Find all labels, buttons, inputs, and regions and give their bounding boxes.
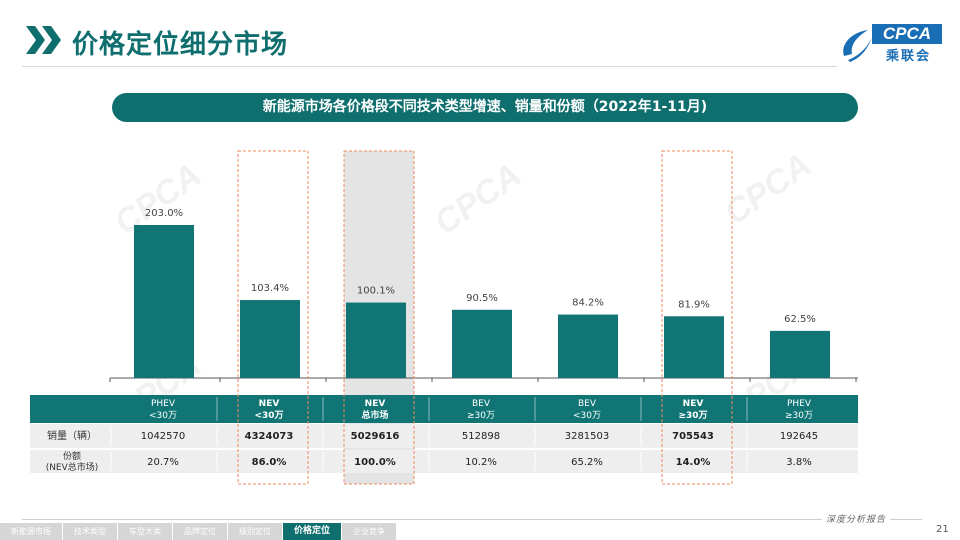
header-cat-line1: NEV — [683, 399, 704, 409]
double-chevron-icon — [26, 26, 61, 54]
footer-nav-item[interactable]: 品牌定位 — [173, 523, 227, 540]
header-cat-line2: ≥30万 — [785, 411, 813, 421]
bar-6 — [770, 330, 830, 378]
table-cell: 705543 — [672, 431, 714, 442]
logo: CPCA 乘联会 — [836, 20, 942, 66]
table-cell: 5029616 — [351, 431, 400, 442]
chart-title-banner: 新能源市场各价格段不同技术类型增速、销量和份额（2022年1-11月) — [112, 93, 858, 122]
bar-label-2: 100.1% — [357, 286, 395, 297]
table-cell: 3281503 — [565, 431, 610, 442]
table-cell: 3.8% — [786, 457, 811, 468]
footer-nav-item[interactable]: 新能源市场 — [0, 523, 62, 540]
bar-label-1: 103.4% — [251, 283, 289, 294]
logo-text: CPCA — [872, 24, 942, 44]
logo-swirl-icon — [843, 30, 872, 62]
footer-nav: 新能源市场 技术类型 车型大类 品牌定位 级别定位 价格定位 企业竞争 — [0, 523, 397, 540]
header-cat-line2: <30万 — [254, 410, 283, 421]
page-title: 价格定位细分市场 — [72, 30, 289, 60]
highlight-box — [343, 150, 415, 485]
header-cat-line2: <30万 — [573, 411, 601, 421]
footer-nav-item[interactable]: 企业竞争 — [342, 523, 397, 540]
header-cat-line2: ≥30万 — [467, 411, 495, 421]
bar-5 — [664, 316, 724, 378]
table-cell: 65.2% — [571, 457, 603, 468]
bar-1 — [240, 300, 300, 378]
table-cell: 4324073 — [245, 431, 294, 442]
header-cat-line2: 总市场 — [361, 409, 388, 421]
footer-nav-item[interactable]: 技术类型 — [63, 523, 117, 540]
bar-0 — [134, 225, 194, 378]
logo-cn: 乘联会 — [886, 49, 932, 64]
bar-label-5: 81.9% — [678, 299, 710, 310]
table-row-bg — [30, 424, 858, 448]
table-cell: 100.0% — [354, 457, 396, 468]
header-cat-line1: PHEV — [787, 399, 812, 409]
row-label: (NEV总市场) — [46, 461, 99, 473]
page-number: 21 — [936, 524, 949, 535]
bar-2 — [346, 302, 406, 378]
table-cell: 14.0% — [676, 457, 711, 468]
bar-label-0: 203.0% — [145, 208, 183, 219]
divider — [22, 66, 837, 67]
header-cat-line1: NEV — [365, 399, 386, 409]
footer-divider — [22, 519, 922, 520]
footer-nav-item[interactable]: 级别定位 — [228, 523, 282, 540]
header-cat-line2: <30万 — [149, 411, 177, 421]
table-cell: 512898 — [462, 431, 500, 442]
table-cell: 86.0% — [252, 457, 287, 468]
header-cat-line1: NEV — [259, 399, 280, 409]
footer-nav-item[interactable]: 价格定位 — [283, 523, 342, 540]
header: 价格定位细分市场 CPCA 乘联会 — [0, 0, 960, 72]
table-cell: 10.2% — [465, 457, 497, 468]
table-header-bg — [30, 395, 858, 423]
header-cat-line2: ≥30万 — [678, 410, 707, 421]
header-cat-line1: BEV — [578, 399, 597, 409]
row-label: 销量（辆） — [47, 429, 97, 442]
header-cat-line1: PHEV — [151, 399, 176, 409]
bar-label-3: 90.5% — [466, 293, 498, 304]
bar-label-4: 84.2% — [572, 298, 604, 309]
footer-nav-item[interactable]: 车型大类 — [118, 523, 172, 540]
bar-4 — [558, 314, 618, 378]
highlight-box — [661, 150, 733, 485]
bar-label-6: 62.5% — [784, 314, 816, 325]
table-cell: 1042570 — [141, 431, 186, 442]
footer-brand: 深度分析报告 — [822, 512, 891, 525]
header-cat-line1: BEV — [472, 399, 491, 409]
highlight-box — [237, 150, 309, 485]
table-row-bg — [30, 450, 858, 473]
row-label: 份额 — [63, 450, 81, 462]
table-cell: 20.7% — [147, 457, 179, 468]
table-cell: 192645 — [780, 431, 818, 442]
bar-3 — [452, 309, 512, 378]
